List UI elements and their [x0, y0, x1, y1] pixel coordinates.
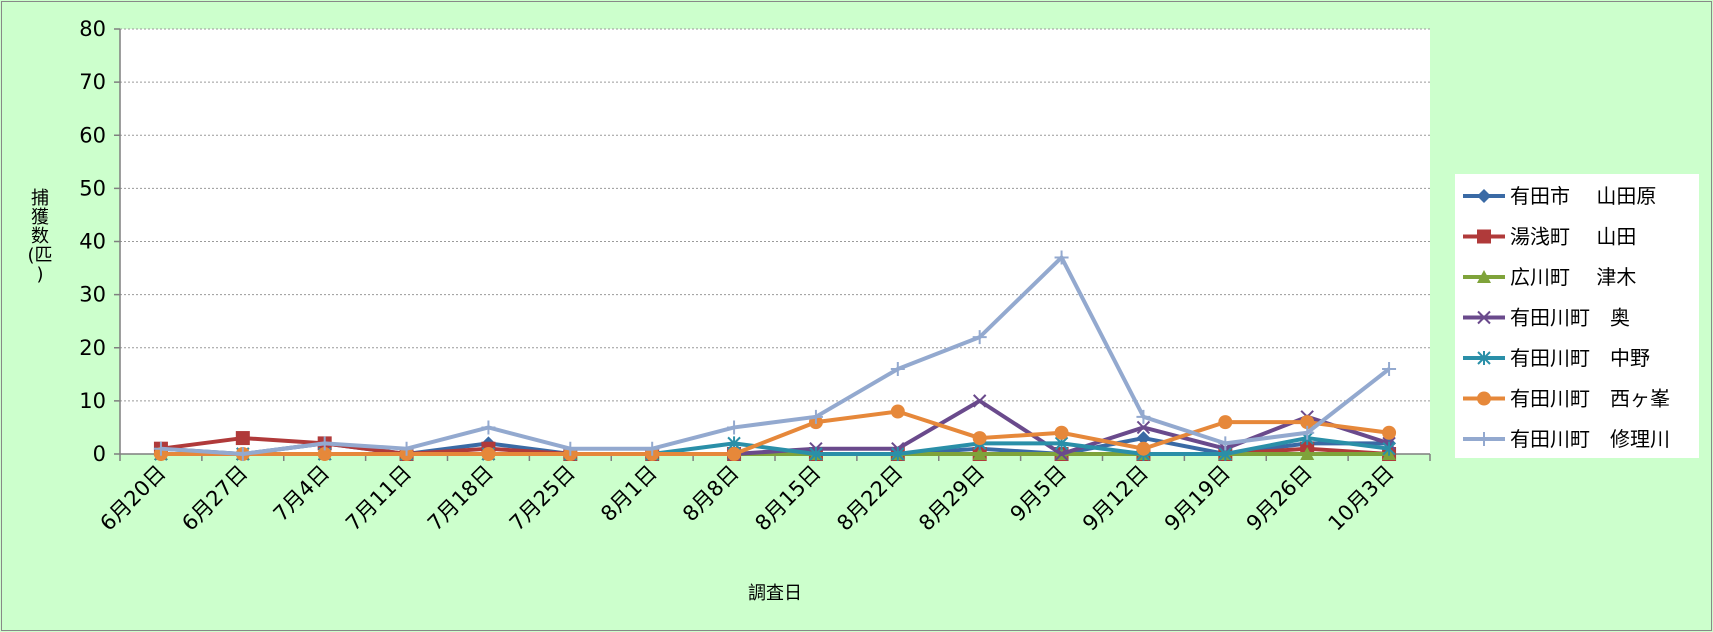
x-tick-label: 9月26日 — [1242, 461, 1317, 536]
legend-label: 広川町 津木 — [1510, 265, 1636, 289]
legend-label: 有田川町 修理川 — [1510, 427, 1670, 451]
series-line — [160, 255, 1391, 456]
x-tick-label: 7月4日 — [269, 461, 335, 527]
data-point — [1300, 415, 1315, 430]
data-point — [727, 447, 742, 461]
series-6 — [153, 404, 1397, 461]
legend-swatch-marker — [1477, 351, 1491, 365]
legend-label: 有田川町 中野 — [1510, 346, 1650, 370]
legend-swatch-marker — [1477, 229, 1491, 244]
y-axis-title-char: (匹 — [27, 245, 52, 266]
y-tick-label: 40 — [79, 230, 106, 254]
data-point — [1218, 415, 1233, 430]
data-point — [317, 447, 332, 461]
legend-item: 広川町 津木 — [1463, 265, 1636, 289]
data-point — [809, 447, 823, 461]
series-group — [153, 250, 1397, 461]
data-point — [1382, 362, 1397, 376]
x-tick-label: 9月12日 — [1078, 461, 1153, 536]
data-point — [153, 441, 168, 456]
x-tick-label: 6月20日 — [95, 461, 170, 536]
data-point — [235, 447, 250, 461]
legend-swatch-marker — [1477, 270, 1491, 283]
y-tick-label: 70 — [79, 70, 106, 94]
x-tick-label: 8月8日 — [678, 461, 744, 527]
x-tick-label: 8月29日 — [914, 461, 989, 536]
y-tick-label: 0 — [93, 442, 106, 466]
data-point — [1054, 250, 1069, 265]
data-point — [972, 447, 987, 460]
legend-swatch-marker — [1477, 432, 1491, 446]
legend-item: 湯浅町 山田 — [1463, 225, 1636, 249]
x-tick-label: 7月25日 — [505, 461, 580, 536]
data-point — [481, 420, 496, 435]
data-point — [645, 441, 660, 456]
data-point — [972, 330, 987, 345]
y-tick-label: 20 — [79, 336, 106, 360]
plot-area — [120, 29, 1430, 454]
data-point — [481, 447, 496, 461]
data-point — [1054, 447, 1069, 461]
data-point — [399, 441, 414, 456]
legend-label: 有田川町 西ヶ峯 — [1510, 387, 1670, 411]
data-point — [727, 420, 742, 435]
legend-swatch-marker — [1477, 189, 1491, 203]
x-tick-label: 7月11日 — [341, 461, 416, 536]
data-point — [1382, 441, 1396, 456]
y-tick-label: 30 — [79, 283, 106, 307]
y-tick-label: 80 — [79, 17, 106, 41]
legend-item: 有田川町 奥 — [1463, 306, 1630, 330]
series-7 — [153, 250, 1397, 461]
legend-swatch-marker — [1477, 310, 1491, 325]
legend-item: 有田川町 修理川 — [1463, 427, 1670, 451]
data-point — [1218, 436, 1233, 451]
x-tick-label: 9月5日 — [1006, 461, 1072, 527]
legend-item: 有田川町 西ヶ峯 — [1463, 387, 1670, 411]
y-tick-label: 50 — [79, 176, 106, 200]
x-tick-label: 10月3日 — [1324, 461, 1399, 536]
data-point — [808, 409, 823, 424]
legend-item: 有田市 山田原 — [1463, 184, 1656, 208]
data-point — [235, 431, 250, 446]
data-point — [890, 404, 905, 419]
data-point — [1300, 447, 1315, 460]
y-axis-title: 捕獲数(匹) — [27, 188, 52, 285]
x-tick-label: 9月19日 — [1160, 461, 1235, 536]
data-point — [1300, 425, 1315, 440]
legend-item: 有田川町 中野 — [1463, 346, 1650, 370]
data-point — [1382, 425, 1397, 440]
y-axis-title-char: 獲 — [31, 207, 49, 228]
data-point — [563, 441, 578, 456]
legend-label: 有田川町 奥 — [1510, 306, 1630, 330]
x-tick-label: 8月15日 — [750, 461, 825, 536]
data-point — [1136, 420, 1151, 435]
y-tick-labels: 0 10 20 30 40 50 60 70 80 — [79, 17, 106, 466]
legend-label: 湯浅町 山田 — [1510, 225, 1636, 249]
data-point — [972, 394, 987, 408]
data-point — [1136, 431, 1151, 446]
data-point — [1136, 409, 1151, 424]
y-axis-title-char: 数 — [31, 226, 49, 247]
y-tick-label: 60 — [79, 123, 106, 147]
x-tick-labels: 6月20日 6月27日 7月4日 7月11日 7月18日 7月25日 8月1日 8月8日 8月1… — [95, 461, 1398, 536]
data-point — [891, 447, 905, 461]
y-axis-title-char: ) — [36, 264, 43, 285]
x-tick-label: 6月27日 — [177, 461, 252, 536]
data-point — [1136, 441, 1151, 456]
data-point — [317, 436, 332, 451]
y-tick-label: 10 — [79, 389, 106, 413]
data-point — [890, 362, 905, 376]
x-tick-label: 7月18日 — [423, 461, 498, 536]
x-axis-title: 調査日 — [748, 583, 802, 604]
legend-swatch-marker — [1477, 391, 1491, 406]
x-tick-label: 8月1日 — [596, 461, 662, 527]
data-point — [1054, 425, 1069, 440]
y-axis-title-char: 捕 — [31, 188, 49, 209]
legend-label: 有田市 山田原 — [1510, 184, 1656, 208]
data-point — [972, 431, 987, 446]
x-tick-label: 8月22日 — [832, 461, 907, 536]
series-line — [160, 409, 1390, 456]
